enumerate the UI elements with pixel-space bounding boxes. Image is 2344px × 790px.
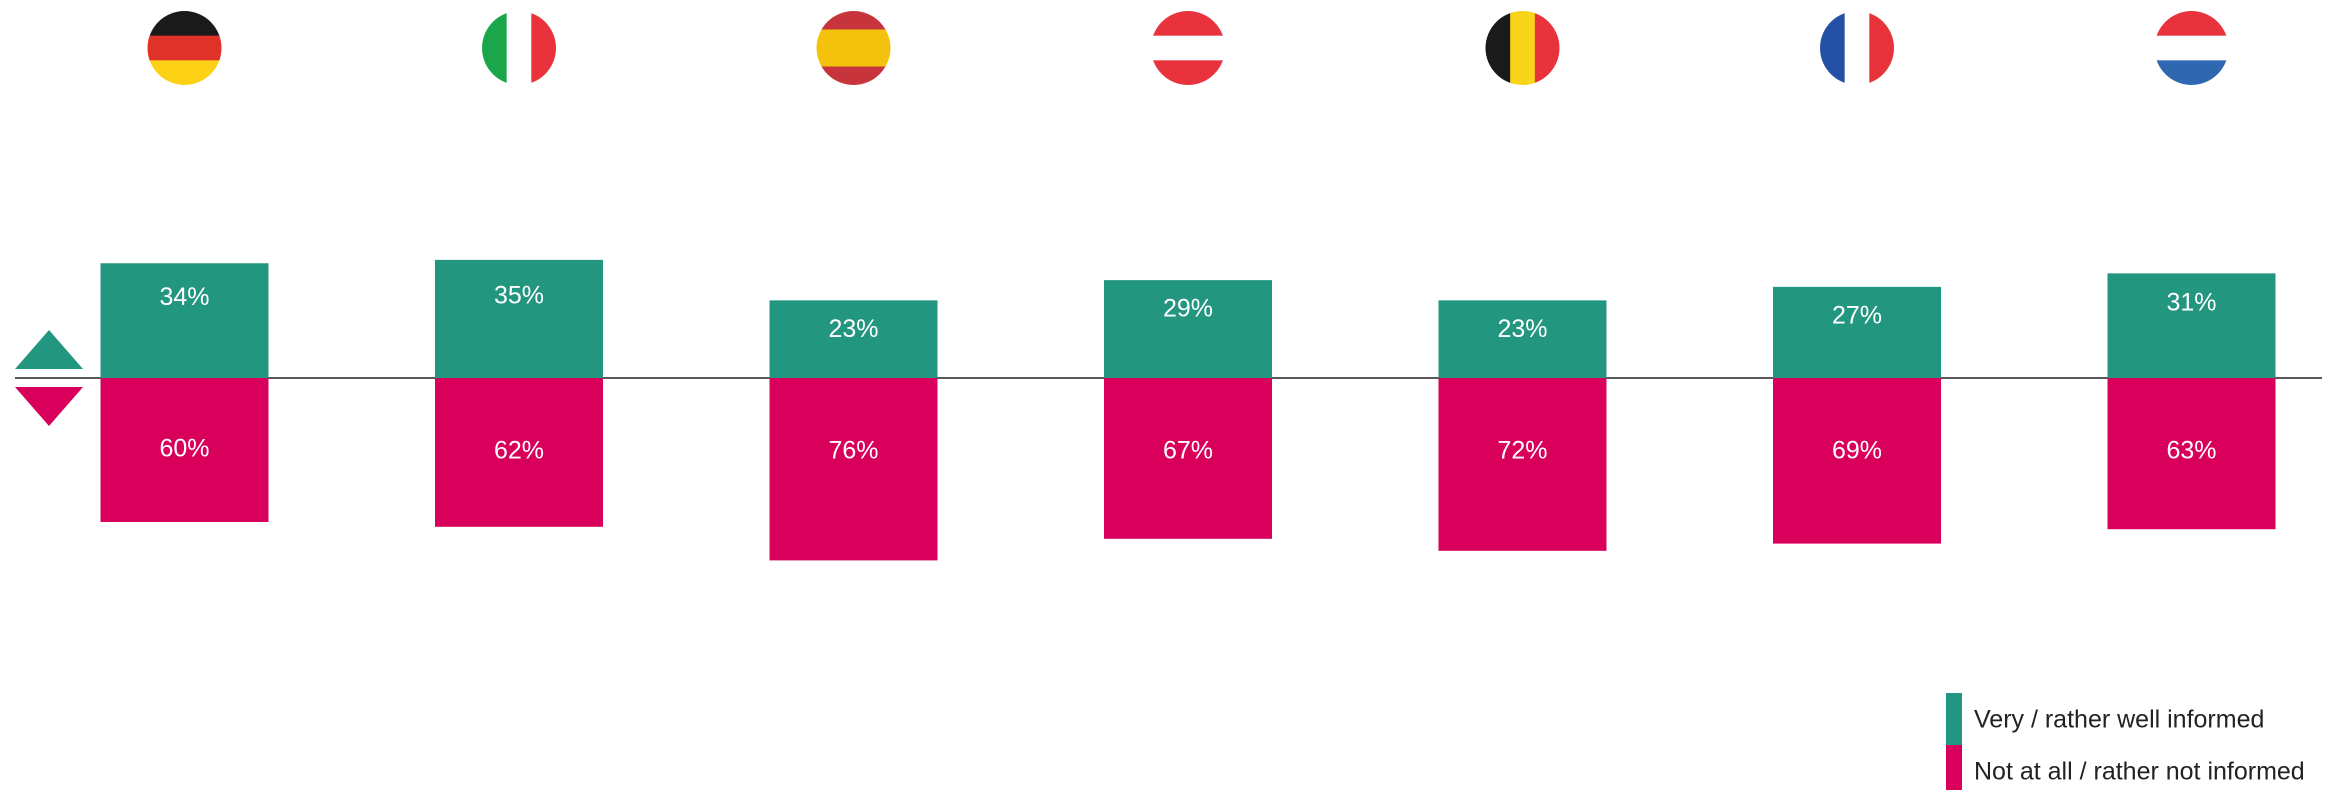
value-label: 31% — [2166, 288, 2216, 316]
legend-label: Very / rather well informed — [1974, 706, 2264, 734]
bar — [769, 300, 938, 378]
legend-swatch — [1946, 745, 1962, 790]
legend-swatch — [1946, 693, 1962, 745]
flag-stripe — [1510, 11, 1536, 85]
flag — [1151, 11, 1225, 85]
flag-stripe — [1869, 11, 1894, 85]
bar — [2107, 273, 2276, 378]
flag-stripe — [816, 29, 891, 49]
bar — [2107, 378, 2276, 530]
value-label: 69% — [1832, 437, 1882, 465]
flags — [147, 11, 2229, 85]
value-label: 34% — [159, 283, 209, 311]
bar — [100, 378, 269, 522]
flag-stripe — [506, 11, 532, 85]
bar — [1104, 280, 1272, 378]
value-label: 60% — [159, 435, 209, 463]
flag-stripe — [482, 11, 508, 85]
flag — [816, 11, 891, 85]
flag — [1820, 11, 1894, 85]
flag-stripe — [1820, 11, 1846, 85]
bar — [1438, 300, 1607, 378]
flag-stripe — [1151, 35, 1225, 61]
flag-stripe — [147, 60, 222, 85]
value-label: 63% — [2166, 437, 2216, 465]
down-arrow — [15, 387, 83, 426]
flag-stripe — [2154, 35, 2229, 61]
flag-stripe — [816, 66, 891, 85]
flag-stripe — [1534, 11, 1560, 85]
bar — [769, 378, 938, 561]
flag — [147, 11, 222, 85]
value-label: 72% — [1497, 437, 1547, 465]
bar — [1104, 378, 1272, 539]
flag-stripe — [816, 48, 891, 67]
flag — [1485, 11, 1560, 85]
flag-stripe — [147, 11, 222, 37]
bar — [1773, 378, 1941, 544]
flag-stripe — [2154, 60, 2229, 85]
bar — [100, 263, 269, 378]
value-label: 23% — [1497, 315, 1547, 343]
flag-stripe — [816, 11, 891, 30]
flag-stripe — [1485, 11, 1511, 85]
flag-stripe — [1844, 11, 1870, 85]
flag — [482, 11, 556, 85]
flag-stripe — [531, 11, 556, 85]
flag-stripe — [1151, 11, 1225, 37]
legend-label: Not at all / rather not informed — [1974, 758, 2305, 786]
flag — [2154, 11, 2229, 85]
value-label: 23% — [828, 315, 878, 343]
value-label: 27% — [1832, 301, 1882, 329]
value-label: 67% — [1163, 437, 1213, 465]
value-label: 35% — [494, 282, 544, 310]
value-label: 62% — [494, 437, 544, 465]
value-label: 76% — [828, 437, 878, 465]
flag-stripe — [2154, 11, 2229, 37]
flag-stripe — [147, 35, 222, 61]
bar — [435, 259, 603, 378]
bar — [1773, 286, 1941, 378]
up-arrow — [15, 330, 83, 369]
flag-stripe — [1151, 60, 1225, 85]
value-label: 29% — [1163, 295, 1213, 323]
bar — [1438, 378, 1607, 551]
bar — [435, 378, 603, 527]
